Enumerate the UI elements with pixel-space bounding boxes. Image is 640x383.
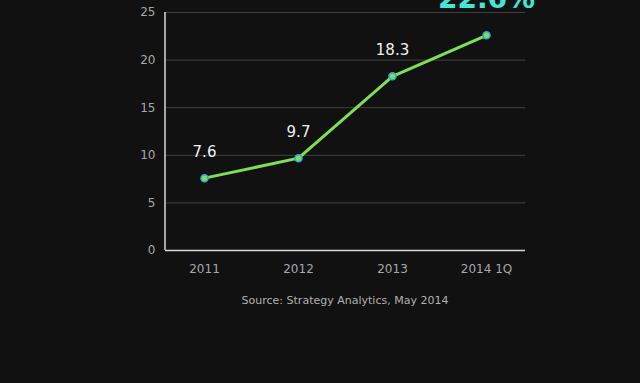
html-text:Source: Strategy Analytics, Ma: Source: Strategy Analytics, May 2014 bbox=[241, 294, 449, 307]
svg-text:15: 15 bbox=[140, 101, 155, 115]
svg-text:0: 0 bbox=[148, 243, 156, 257]
svg-text:2014 1Q: 2014 1Q bbox=[461, 262, 512, 276]
svg-text:18.3: 18.3 bbox=[376, 41, 409, 59]
svg-text:2012: 2012 bbox=[283, 262, 314, 276]
svg-text:9.7: 9.7 bbox=[287, 123, 311, 141]
svg-text:2011: 2011 bbox=[189, 262, 220, 276]
svg-text:7.6: 7.6 bbox=[193, 143, 217, 161]
svg-text:5: 5 bbox=[148, 196, 156, 210]
svg-text:22.6%: 22.6% bbox=[438, 0, 535, 15]
svg-text:25: 25 bbox=[140, 5, 155, 19]
svg-text:20: 20 bbox=[140, 53, 155, 67]
svg-text:2013: 2013 bbox=[377, 262, 408, 276]
svg-text:10: 10 bbox=[140, 148, 155, 162]
